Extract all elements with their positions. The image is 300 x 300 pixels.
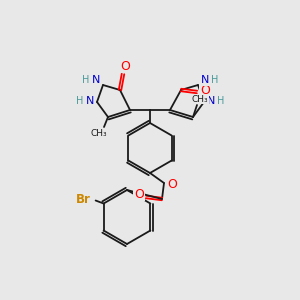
Text: N: N [201,75,209,85]
Text: Br: Br [76,193,91,206]
Text: CH₃: CH₃ [91,128,107,137]
Text: H: H [76,96,84,106]
Text: N: N [86,96,94,106]
Text: O: O [167,178,177,190]
Text: O: O [200,85,210,98]
Text: H: H [217,96,225,106]
Text: O: O [120,59,130,73]
Text: CH₃: CH₃ [192,94,208,103]
Text: H: H [82,75,90,85]
Text: N: N [92,75,100,85]
Text: H: H [211,75,219,85]
Text: O: O [134,188,144,200]
Text: N: N [207,96,215,106]
